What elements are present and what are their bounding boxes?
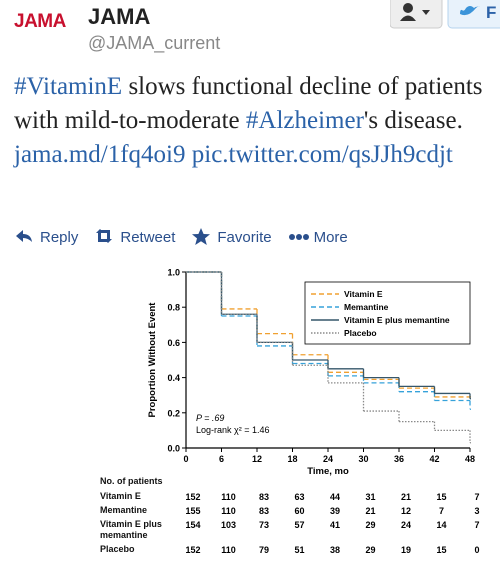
- risk-count: 21: [401, 492, 411, 502]
- risk-count: 41: [330, 520, 340, 530]
- risk-count: 19: [401, 545, 411, 555]
- x-tick-label: 6: [219, 454, 224, 464]
- chart: 0.00.20.40.60.81.00 6 12 18 24 30 36 42 48Time, …: [147, 268, 480, 556]
- account-handle[interactable]: @JAMA_current: [88, 33, 221, 53]
- risk-count: 60: [294, 506, 304, 516]
- risk-count: 63: [294, 492, 304, 502]
- risk-count: 15: [436, 492, 446, 502]
- action-label: Retweet: [120, 228, 176, 246]
- risk-row-label: Memantine: [100, 505, 148, 515]
- risk-count: 152: [185, 545, 200, 555]
- action-label: More: [313, 228, 348, 246]
- risk-count: 103: [221, 520, 236, 530]
- x-tick-label: 0: [183, 454, 188, 464]
- risk-count: 12: [401, 506, 411, 516]
- user-menu-button[interactable]: [390, 0, 443, 29]
- action-button[interactable]: Reply: [14, 227, 78, 247]
- risk-count: 0: [474, 545, 479, 555]
- risk-count: 21: [365, 506, 375, 516]
- risk-count: 51: [294, 545, 304, 555]
- risk-count: 15: [436, 545, 446, 555]
- risk-row-label: Placebo: [100, 544, 135, 554]
- risk-count: 154: [185, 520, 200, 530]
- risk-count: 83: [259, 492, 269, 502]
- legend-label: Placebo: [344, 328, 377, 338]
- risk-count: 29: [365, 520, 375, 530]
- risk-count: 44: [330, 492, 340, 502]
- risk-count: 31: [365, 492, 375, 502]
- risk-count: 110: [221, 506, 236, 516]
- action-button[interactable]: Retweet: [94, 227, 175, 247]
- x-tick-label: 48: [465, 454, 475, 464]
- risk-count: 83: [259, 506, 269, 516]
- user-icon: [400, 15, 416, 21]
- follow-button[interactable]: [447, 0, 500, 29]
- risk-count: 29: [365, 545, 375, 555]
- action-label: Favorite: [217, 228, 272, 246]
- action-label: Reply: [40, 228, 79, 246]
- risk-count: 110: [221, 492, 236, 502]
- y-tick-label: 0.0: [167, 444, 180, 454]
- annotation: P = .69: [196, 413, 224, 423]
- legend-box: [304, 281, 471, 345]
- tweet-link[interactable]: #VitaminE: [14, 73, 123, 100]
- x-tick-label: 42: [429, 454, 439, 464]
- risk-count: 7: [474, 492, 479, 502]
- tweet-link[interactable]: jama.md/1fq4oi9: [14, 141, 186, 168]
- tweet-link[interactable]: pic.twitter.com/qsJJh9cdjt: [191, 141, 453, 168]
- x-tick-label: 18: [287, 454, 297, 464]
- risk-count: 79: [259, 545, 269, 555]
- caret-icon: [422, 10, 430, 15]
- risk-row-label: Vitamin E: [100, 491, 141, 501]
- tweet-text-part: 's disease.: [363, 107, 463, 134]
- legend-label: Vitamin E plus memantine: [344, 315, 450, 325]
- tweet-actions: Reply Retweet Favorite More: [14, 226, 348, 248]
- bird-icon: [460, 6, 480, 16]
- risk-count: 3: [474, 506, 479, 516]
- risk-count: 57: [294, 520, 304, 530]
- risk-count: 39: [330, 506, 340, 516]
- y-tick-label: 1.0: [167, 268, 180, 278]
- risk-count: 14: [436, 520, 446, 530]
- action-icon: [288, 234, 309, 240]
- y-tick-label: 0.2: [167, 408, 180, 418]
- x-tick-label: 36: [394, 454, 404, 464]
- risk-count: 38: [330, 545, 340, 555]
- risk-row-label: Vitamin E plus memantine: [100, 519, 162, 540]
- brand-logo[interactable]: JAMA: [14, 11, 66, 32]
- tweet-link[interactable]: #Alzheimer: [245, 107, 364, 134]
- action-icon: [96, 229, 113, 243]
- action-button[interactable]: Favorite: [191, 227, 272, 247]
- action-button[interactable]: More: [288, 227, 348, 247]
- x-tick-label: 30: [358, 454, 368, 464]
- risk-title: No. of patients: [100, 476, 163, 486]
- x-axis-label: Time, mo: [307, 466, 349, 477]
- risk-count: 7: [474, 520, 479, 530]
- y-tick-label: 0.8: [167, 303, 180, 313]
- legend-label: Vitamin E: [344, 289, 383, 299]
- y-axis-label: Proportion Without Event: [147, 302, 158, 418]
- tweet-text-part: slows functional decline of patients wit…: [14, 73, 483, 134]
- annotation: Log-rank χ² = 1.46: [196, 425, 270, 435]
- risk-count: 155: [185, 506, 200, 516]
- account-name[interactable]: JAMA: [88, 4, 151, 29]
- user-icon: [403, 3, 413, 13]
- action-icon: [16, 230, 32, 242]
- y-tick-label: 0.4: [167, 373, 180, 383]
- y-tick-label: 0.6: [167, 338, 180, 348]
- risk-count: 24: [401, 520, 411, 530]
- risk-count: 7: [439, 506, 444, 516]
- legend-label: Memantine: [344, 302, 389, 312]
- risk-count: 73: [259, 520, 269, 530]
- x-tick-label: 24: [323, 454, 333, 464]
- risk-count: 110: [221, 545, 236, 555]
- follow-label[interactable]: F: [486, 3, 496, 22]
- x-tick-label: 12: [252, 454, 262, 464]
- action-icon: [192, 228, 211, 245]
- header-buttons: F: [390, 0, 500, 29]
- risk-count: 152: [185, 492, 200, 502]
- tweet-text: #VitaminE slows functional decline of pa…: [14, 70, 500, 172]
